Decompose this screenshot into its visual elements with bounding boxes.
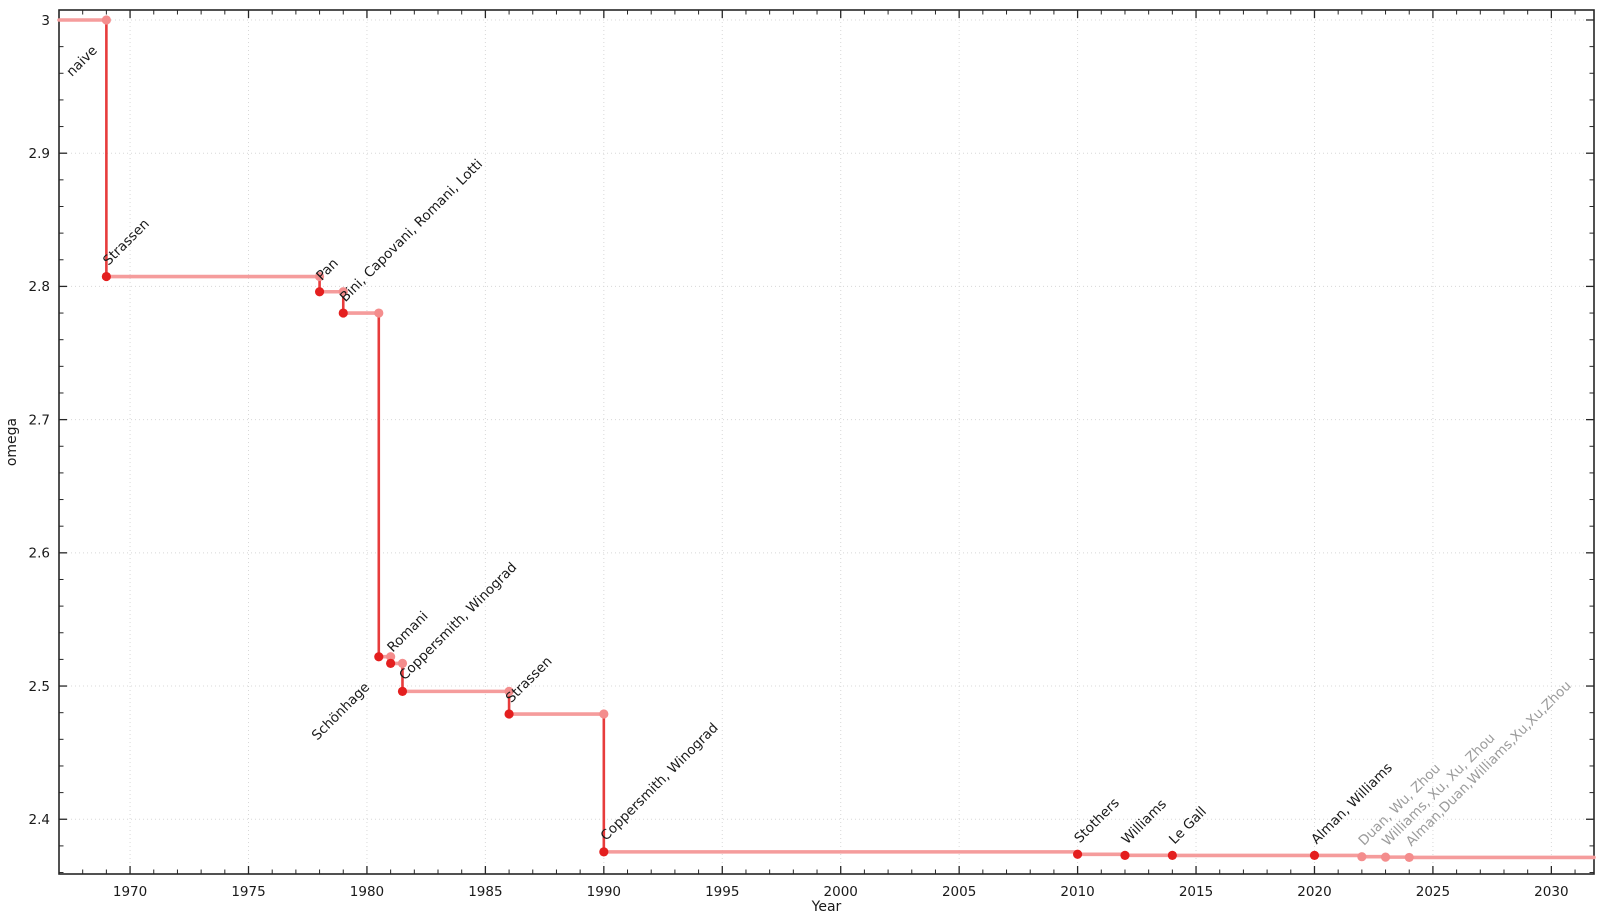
data-point-dot [101,271,111,282]
x-tick-label: 1970 [113,884,147,900]
data-point-dot [1404,852,1414,863]
data-point-dot [397,686,408,696]
step-corner-dot [599,709,609,719]
point-label: Williams [1119,796,1170,847]
x-axis-label: Year [811,899,842,915]
data-point-dot [314,287,325,297]
data-point-dot [1309,850,1320,861]
x-tick-label: 2000 [824,884,858,900]
point-label: Le Gall [1166,804,1210,848]
step-corner-dot [338,287,348,297]
step-corner-dot [374,308,384,318]
point-label: Stothers [1071,795,1123,847]
y-tick-label: 3 [41,13,50,29]
point-label: Williams, Xu, Xu, Zhou [1379,730,1498,849]
x-tick-label: 2025 [1416,884,1450,900]
axes-frame [58,9,1595,875]
x-tick-label: 1985 [468,884,502,900]
point-label: Strassen [100,216,153,269]
x-tick-label: 1980 [350,884,384,900]
y-tick-label: 2.8 [29,279,50,295]
data-point-dot [386,658,396,668]
data-point-dot [374,652,384,662]
data-point-dot [1120,850,1130,860]
step-corner-dot [386,652,396,662]
y-tick-label: 2.7 [29,412,50,428]
x-tick-label: 2015 [1179,884,1213,900]
step-corner-dot [314,271,325,282]
point-label: Coppersmith, Winograd [597,720,721,844]
y-tick-label: 2.6 [29,546,50,562]
step-corner-dot [397,658,408,668]
step-corner-dot [101,15,111,25]
x-tick-label: 2030 [1534,884,1568,900]
x-tick-label: 1990 [587,884,621,900]
y-tick-label: 2.9 [29,146,50,162]
x-tick-label: 2010 [1060,884,1094,900]
data-point-dot [1072,849,1083,859]
data-point-dot [504,709,514,719]
y-tick-label: 2.4 [29,812,50,828]
y-tick-label: 2.5 [29,679,50,695]
x-tick-label: 1995 [705,884,739,900]
data-point-dot [1357,852,1367,862]
y-axis-label: omega [4,418,20,466]
data-point-dot [1380,852,1391,862]
x-tick-label: 2005 [942,884,976,900]
point-label: Schönhage [309,679,373,743]
step-corner-dot [504,686,514,696]
x-tick-label: 1975 [231,884,265,900]
x-tick-label: 2020 [1297,884,1331,900]
data-point-dot [599,847,609,857]
point-label: Strassen [503,653,556,706]
data-point-dot [1167,850,1177,860]
data-point-dot [338,308,348,318]
point-label: naive [63,43,100,80]
point-label: Bini, Capovani, Romani, Lotti [337,156,486,305]
